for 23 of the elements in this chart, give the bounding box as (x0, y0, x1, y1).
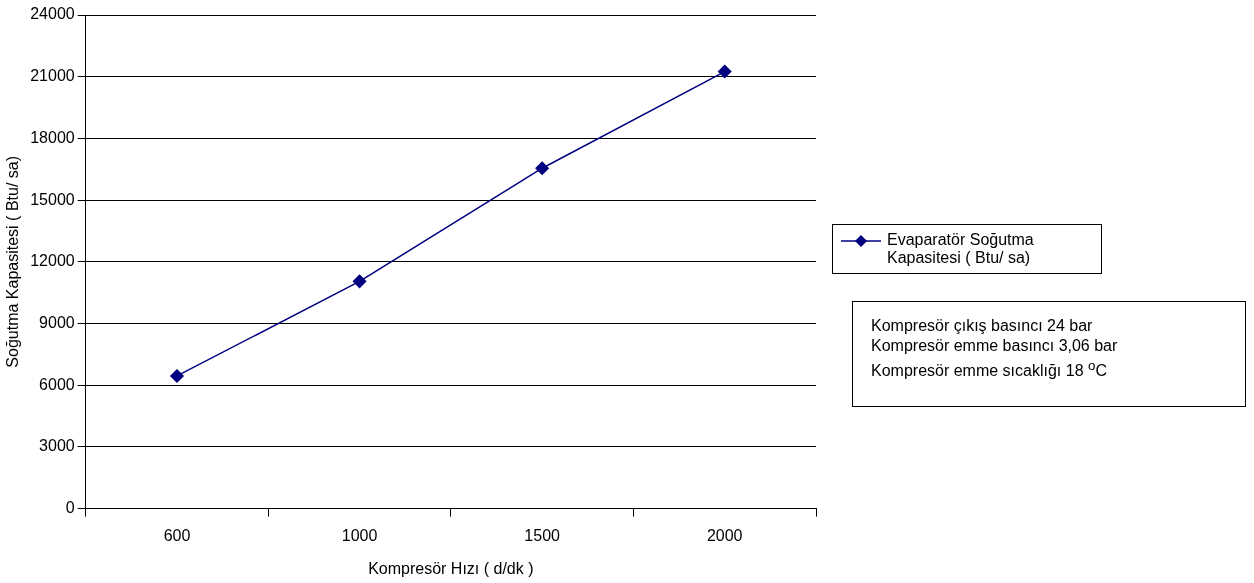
text: Kompresör emme sıcaklığı 18 $^{o}$C (871, 357, 1108, 382)
x-tick-label: 1000 (341, 526, 378, 544)
y-axis-title: Soğutma Kapasitesi ( Btu/ sa) (4, 155, 22, 368)
x-tick-label: 2000 (706, 526, 743, 544)
y-tick-label: 15000 (30, 190, 75, 208)
y-tick-label: 24000 (30, 5, 75, 23)
y-tick-label: 0 (65, 499, 75, 517)
y-tick-label: 18000 (30, 128, 75, 146)
x-tick-label: 1500 (524, 526, 561, 544)
point (170, 369, 184, 383)
x-tick-label: 600 (163, 526, 191, 544)
y-tick-label: 21000 (30, 67, 75, 85)
y-tick-label: 3000 (39, 437, 75, 455)
point (535, 161, 549, 175)
point (352, 274, 367, 289)
y-tick-label: 6000 (39, 375, 75, 393)
y-tick-label: 12000 (30, 252, 75, 270)
text: Kompresör çıkış basıncı 24 bar (871, 316, 1094, 336)
text: Kompresör emme basıncı 3,06 bar (871, 336, 1119, 356)
legend-label: Evaparatör Soğutma Kapasitesi ( Btu/ sa) (887, 231, 1035, 267)
x-axis-title: Kompresör Hızı ( d/dk ) (368, 559, 534, 577)
y-tick-label: 9000 (39, 313, 75, 331)
point (717, 64, 732, 79)
